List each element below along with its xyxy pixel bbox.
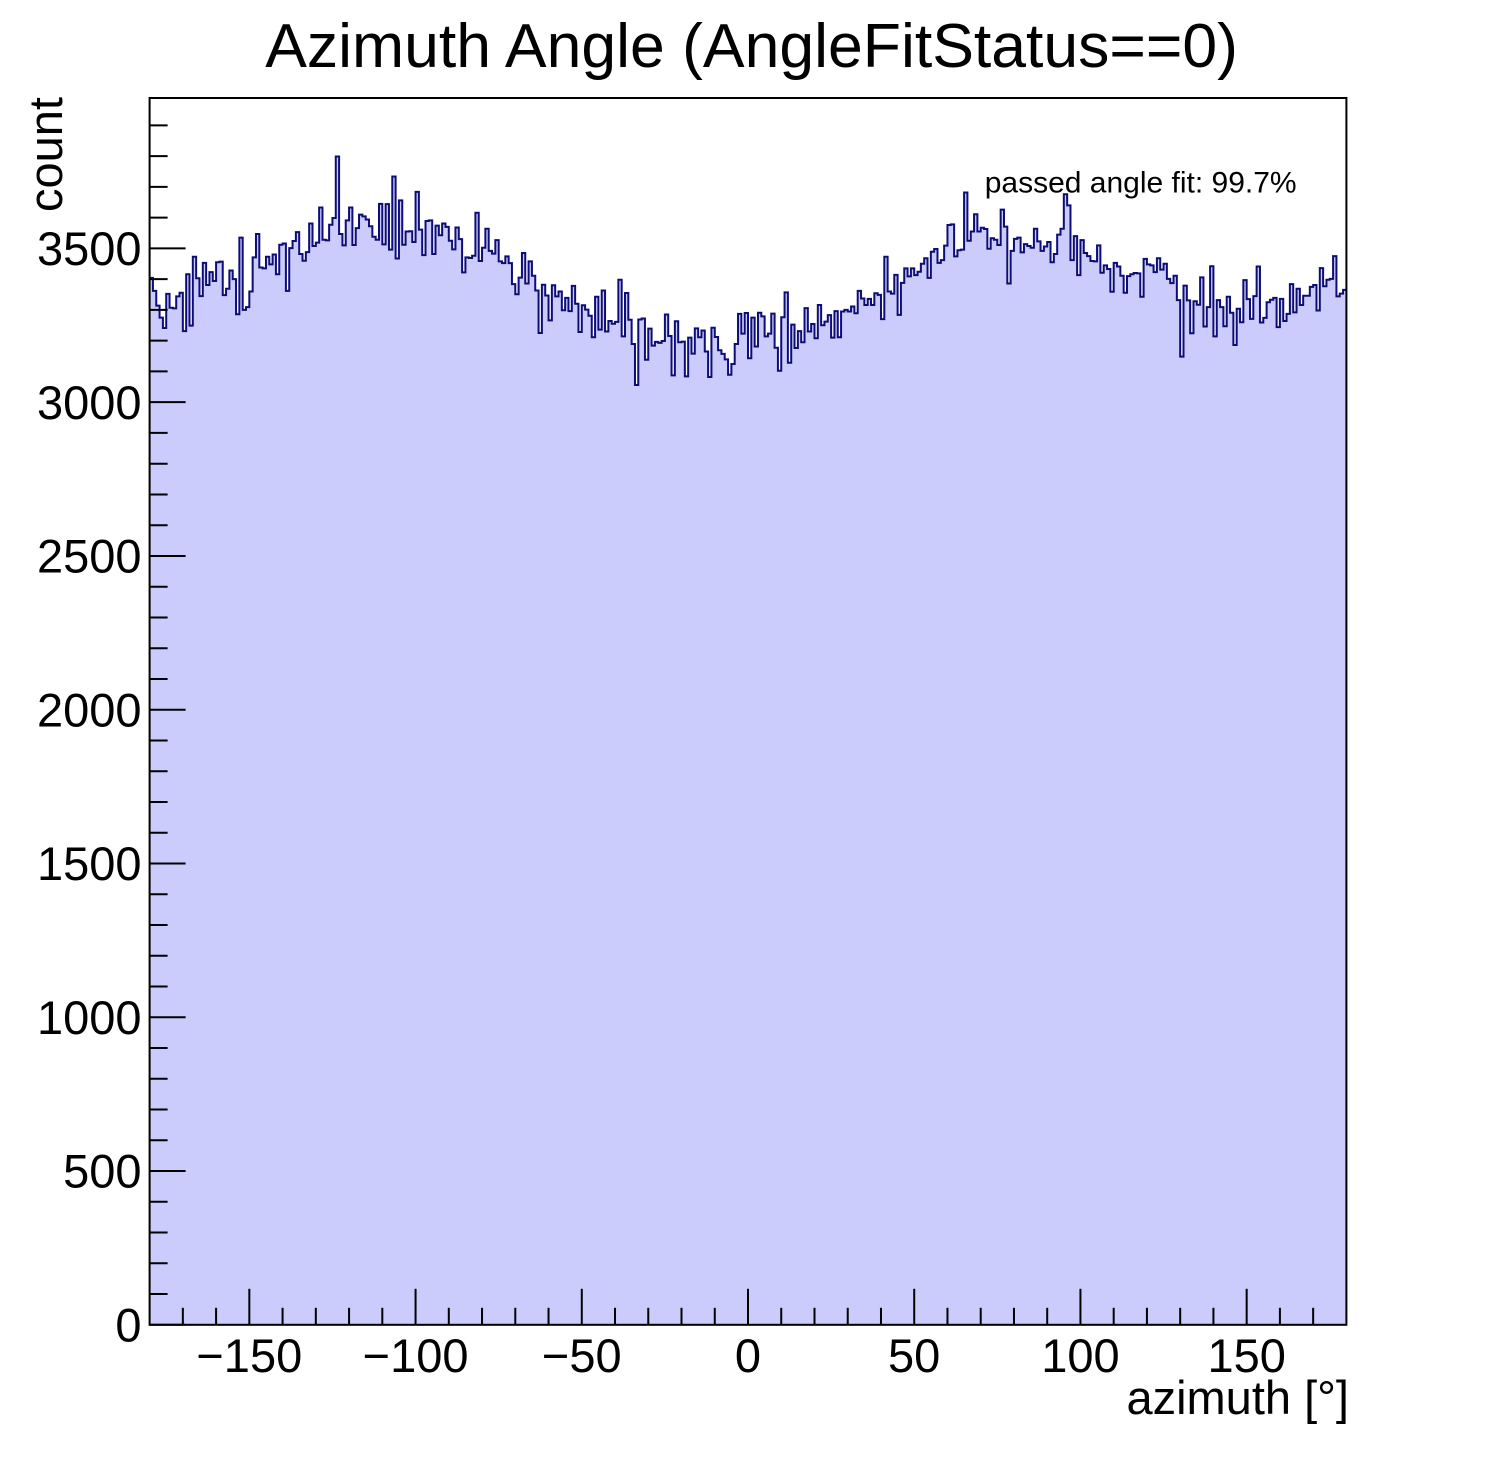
svg-text:0: 0 [735, 1329, 761, 1382]
svg-text:3500: 3500 [37, 222, 142, 275]
svg-text:−150: −150 [196, 1329, 302, 1382]
svg-text:0: 0 [115, 1299, 141, 1352]
svg-text:azimuth [°]: azimuth [°] [1126, 1371, 1349, 1424]
svg-text:−100: −100 [363, 1329, 469, 1382]
svg-text:−50: −50 [542, 1329, 622, 1382]
svg-text:count: count [19, 97, 72, 212]
svg-text:100: 100 [1041, 1329, 1119, 1382]
svg-text:3000: 3000 [37, 376, 142, 429]
svg-text:500: 500 [63, 1145, 141, 1198]
svg-text:Azimuth Angle (AngleFitStatus=: Azimuth Angle (AngleFitStatus==0) [265, 11, 1238, 81]
svg-text:2000: 2000 [37, 683, 142, 736]
svg-text:2500: 2500 [37, 530, 142, 583]
svg-text:passed angle fit: 99.7%: passed angle fit: 99.7% [985, 166, 1297, 199]
svg-text:150: 150 [1207, 1329, 1285, 1382]
svg-text:1500: 1500 [37, 837, 142, 890]
svg-text:50: 50 [888, 1329, 940, 1382]
svg-text:1000: 1000 [37, 991, 142, 1044]
